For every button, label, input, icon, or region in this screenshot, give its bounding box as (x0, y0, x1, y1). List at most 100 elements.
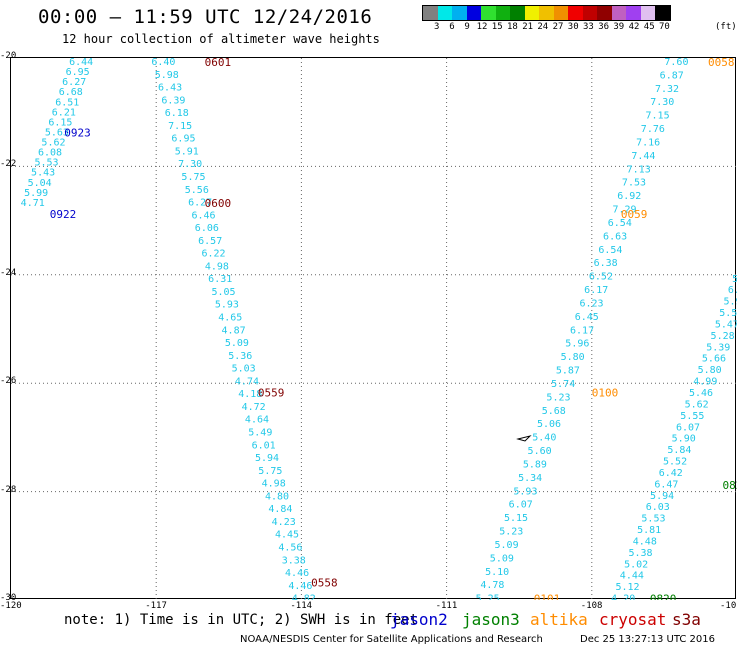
wave-height-value: 5.09 (495, 540, 519, 551)
color-swatch (611, 6, 626, 20)
wave-height-value: 5.55 (680, 411, 704, 422)
wave-height-value: 5.89 (523, 459, 547, 470)
pass-time-label: 0923 (64, 126, 91, 139)
satellite-tracks: 6.446.956.276.686.516.216.155.635.626.08… (21, 58, 737, 600)
wave-height-value: 5.52 (719, 308, 737, 319)
wave-height-map: 6.446.956.276.686.516.216.155.635.626.08… (11, 58, 737, 600)
color-scale-label: 9 (464, 22, 470, 32)
wave-height-value: 5.63 (45, 127, 69, 138)
wave-height-value: 5.75 (181, 172, 205, 183)
wave-height-value: 6.08 (38, 148, 62, 159)
color-swatch (423, 6, 438, 20)
latitude-label: -20 (0, 51, 17, 61)
credit-line: NOAA/NESDIS Center for Satellite Applica… (240, 634, 543, 645)
wave-height-value: 5.75 (258, 466, 282, 477)
wave-height-value: 4.46 (285, 568, 309, 579)
wave-height-value: 6.47 (654, 479, 678, 490)
wave-height-value: 5.96 (565, 339, 589, 350)
legend-cryosat: cryosat (599, 610, 667, 629)
color-scale-label: 33 (583, 22, 594, 32)
legend-jason2: jason2 (390, 610, 448, 629)
wave-height-value: 4.82 (292, 594, 316, 600)
wave-height-value: 6.15 (48, 117, 72, 128)
wave-height-value: 5.40 (532, 433, 556, 444)
legend-s3a: s3a (672, 610, 701, 629)
wave-height-value: 5.60 (528, 446, 552, 457)
color-swatch (655, 6, 670, 20)
pass-time-label: 0820 (650, 593, 677, 600)
wave-height-value: 5.62 (685, 399, 709, 410)
color-swatch (539, 6, 554, 20)
wave-height-value: 4.20 (611, 594, 635, 600)
wave-height-value: 6.17 (570, 325, 594, 336)
color-scale-label: 24 (537, 22, 549, 32)
pass-time-label: 0821 (722, 479, 737, 492)
wave-height-value: 4.46 (288, 581, 312, 592)
legend-jason3: jason3 (462, 610, 520, 629)
color-scale-bar (422, 5, 671, 21)
color-swatch (597, 6, 612, 20)
color-scale-label: 45 (643, 22, 655, 32)
wave-height-value: 4.23 (272, 517, 296, 528)
wave-height-value: 4.44 (620, 571, 644, 582)
color-scale-label: 18 (507, 22, 518, 32)
track-d: 5.126.535.925.525.475.285.395.665.804.99… (611, 274, 737, 600)
wave-height-value: 5.94 (650, 491, 674, 502)
track-c: 7.60 6.87 7.32 7.30 7.15 7.76 7.16 7.44 7.13 7.53… (476, 58, 689, 600)
wave-height-value: 6.07 (676, 422, 700, 433)
wave-height-value: 5.87 (556, 366, 580, 377)
wave-height-value: 6.57 (198, 236, 222, 247)
wave-height-value: 7.16 (636, 137, 660, 148)
pass-time-label: 0601 (205, 58, 232, 69)
wave-height-value: 6.38 (594, 258, 618, 269)
color-scale-label: 39 (613, 22, 625, 32)
map-frame[interactable]: 6.44 6.95 6.27 6.68 6.51 6.21 6.15 5.63 5.62 6.08… (10, 57, 737, 600)
wave-height-value: 6.46 (191, 210, 215, 221)
wave-height-value: 5.12 (615, 582, 639, 593)
wave-height-value: 5.62 (41, 138, 65, 149)
wave-height-value: 7.30 (650, 97, 674, 108)
track-b: 6.40 5.98 6.436.39 6.18 7.15 6.955.91 7.30 5.75… (151, 58, 315, 600)
color-scale-unit: (ft) (715, 22, 737, 32)
wave-height-value: 6.54 (608, 218, 632, 229)
legend-altika: altika (530, 610, 588, 629)
wave-height-value: 6.39 (161, 95, 185, 106)
page-subtitle: 12 hour collection of altimeter wave hei… (62, 32, 380, 46)
wave-height-value: 5.84 (667, 445, 691, 456)
wave-height-value: 6.95 (171, 134, 195, 145)
wave-height-value: 4.80 (265, 491, 289, 502)
wave-height-value: 4.98 (205, 261, 229, 272)
wave-height-value: 4.87 (222, 325, 246, 336)
wave-height-value: 7.15 (646, 111, 670, 122)
wave-height-value: 5.25 (476, 594, 500, 600)
pass-time-label: 0059 (621, 208, 648, 221)
color-scale-label: 15 (491, 22, 503, 32)
wave-height-value: 5.06 (537, 419, 561, 430)
color-swatch (510, 6, 525, 20)
latitude-label: -30 (0, 593, 17, 603)
wave-height-value: 6.07 (509, 500, 533, 511)
wave-height-value: 6.03 (646, 502, 670, 513)
color-swatch (524, 6, 539, 20)
wave-height-value: 6.54 (598, 245, 622, 256)
wave-height-value: 5.80 (561, 352, 585, 363)
color-scale-label: 21 (522, 22, 534, 32)
color-scale-label: 70 (659, 22, 670, 32)
wave-height-value: 6.22 (201, 249, 225, 260)
wave-height-value: 5.02 (624, 559, 648, 570)
wave-height-value: 4.56 (278, 542, 302, 553)
wave-height-value: 5.49 (248, 427, 272, 438)
wave-height-value: 5.80 (698, 365, 722, 376)
wave-height-value: 5.43 (31, 168, 55, 179)
wave-height-value: 4.45 (275, 530, 299, 541)
footnote: note: 1) Time is in UTC; 2) SWH is in fe… (64, 612, 419, 628)
wave-height-value: 6.23 (579, 298, 603, 309)
wave-height-value: 4.72 (242, 402, 266, 413)
wave-height-value: 5.15 (504, 513, 528, 524)
wave-height-value: 6.31 (208, 274, 232, 285)
longitude-label: -111 (435, 601, 458, 611)
color-swatch (452, 6, 467, 20)
color-scale-label: 12 (476, 22, 488, 32)
wave-height-value: 5.81 (637, 525, 661, 536)
wave-height-value: 5.93 (215, 300, 239, 311)
